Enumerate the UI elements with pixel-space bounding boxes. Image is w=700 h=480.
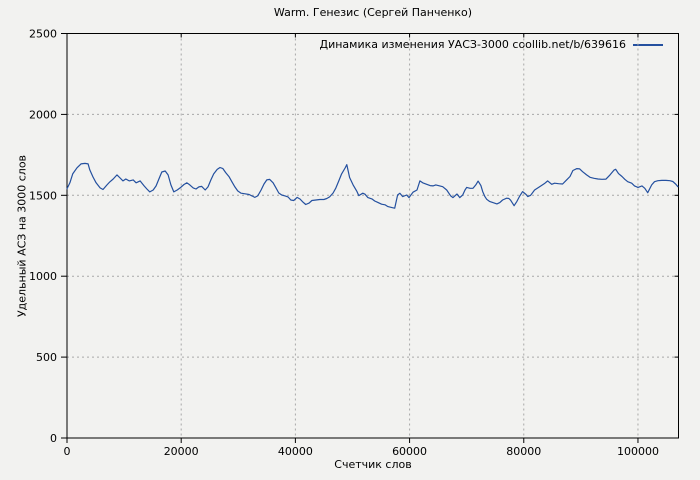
y-tick-label: 2000	[29, 108, 57, 121]
y-tick-label: 1000	[29, 270, 57, 283]
x-tick-label: 80000	[506, 445, 541, 458]
series-line	[66, 162, 679, 209]
x-tick-label: 20000	[164, 445, 199, 458]
x-tick-label: 40000	[278, 445, 313, 458]
plot-border	[66, 33, 679, 439]
legend-label: Динамика изменения УАСЗ-3000 coollib.net…	[319, 38, 627, 51]
x-axis-title: Счетчик слов	[334, 458, 412, 471]
chart-title: Warm. Генезис (Сергей Панченко)	[273, 6, 473, 19]
y-tick-label: 500	[36, 351, 57, 364]
legend-line-sample	[633, 43, 663, 46]
x-tick-label: 0	[64, 445, 71, 458]
x-tick-label: 100000	[617, 445, 659, 458]
y-tick-label: 0	[50, 432, 57, 445]
x-tick-label: 60000	[392, 445, 427, 458]
y-tick-label: 1500	[29, 189, 57, 202]
y-tick-label: 2500	[29, 28, 57, 41]
legend: Динамика изменения УАСЗ-3000 coollib.net…	[319, 38, 663, 51]
